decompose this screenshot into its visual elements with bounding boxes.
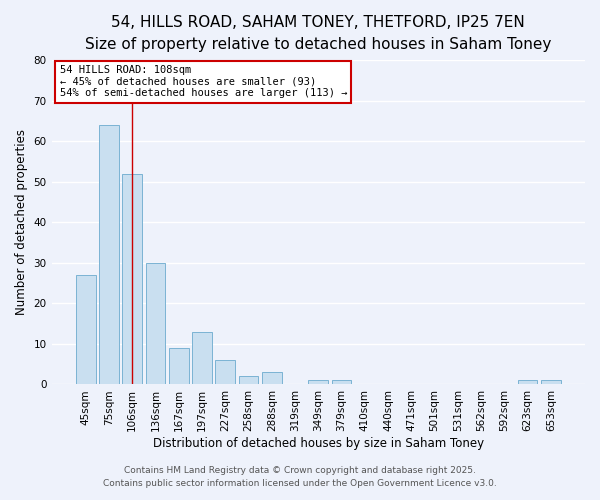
- Bar: [332, 380, 352, 384]
- Bar: [262, 372, 281, 384]
- Bar: [169, 348, 188, 385]
- Title: 54, HILLS ROAD, SAHAM TONEY, THETFORD, IP25 7EN
Size of property relative to det: 54, HILLS ROAD, SAHAM TONEY, THETFORD, I…: [85, 15, 551, 52]
- Bar: [146, 263, 166, 384]
- Text: Contains HM Land Registry data © Crown copyright and database right 2025.
Contai: Contains HM Land Registry data © Crown c…: [103, 466, 497, 487]
- Bar: [239, 376, 259, 384]
- X-axis label: Distribution of detached houses by size in Saham Toney: Distribution of detached houses by size …: [153, 437, 484, 450]
- Y-axis label: Number of detached properties: Number of detached properties: [15, 130, 28, 316]
- Text: 54 HILLS ROAD: 108sqm
← 45% of detached houses are smaller (93)
54% of semi-deta: 54 HILLS ROAD: 108sqm ← 45% of detached …: [59, 65, 347, 98]
- Bar: [99, 125, 119, 384]
- Bar: [215, 360, 235, 384]
- Bar: [541, 380, 561, 384]
- Bar: [122, 174, 142, 384]
- Bar: [308, 380, 328, 384]
- Bar: [192, 332, 212, 384]
- Bar: [76, 275, 95, 384]
- Bar: [518, 380, 538, 384]
